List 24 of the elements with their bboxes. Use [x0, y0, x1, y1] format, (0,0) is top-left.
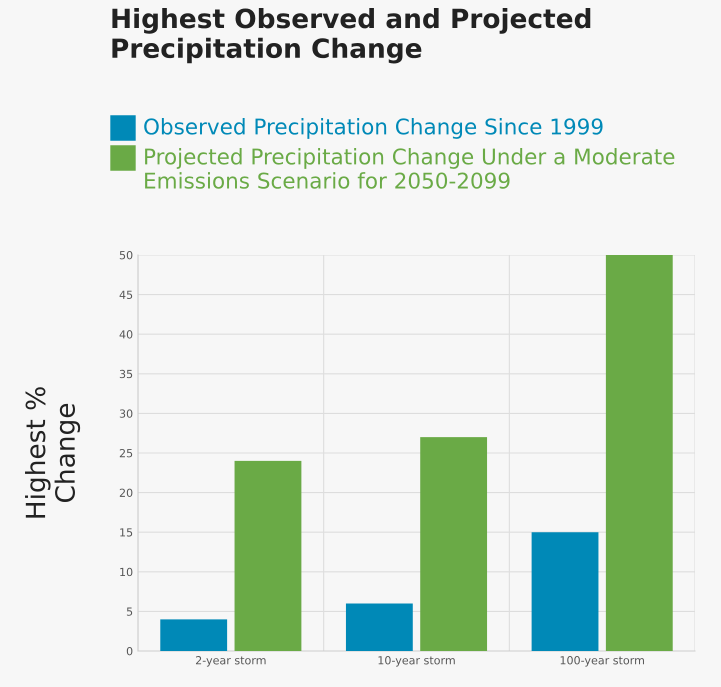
bar — [420, 437, 488, 651]
y-tick-label: 5 — [126, 608, 132, 616]
bar — [606, 255, 673, 651]
bar — [346, 603, 413, 651]
y-tick-label: 30 — [120, 409, 132, 418]
x-tick-label: 100-year storm — [560, 656, 644, 667]
chart-title: Highest Observed and Projected Precipitation Change — [112, 8, 590, 64]
legend-label: Projected Precipitation Change Under a Moderate Emissions Scenario for 2050-2099 — [145, 148, 674, 189]
y-tick-label: 40 — [120, 330, 132, 339]
x-tick-label: 2-year storm — [196, 656, 266, 667]
bar — [532, 532, 598, 651]
y-tick-label: 25 — [120, 448, 132, 458]
y-tick-label: 0 — [126, 646, 132, 656]
y-tick-label: 45 — [120, 290, 132, 299]
y-tick-label: 10 — [120, 568, 132, 576]
bar — [160, 619, 228, 651]
y-axis-title: Highest % Change — [25, 387, 80, 518]
legend-label: Observed Precipitation Change Since 1999 — [144, 118, 603, 139]
bar — [234, 460, 302, 651]
y-tick-label: 15 — [120, 528, 132, 537]
y-tick-label: 20 — [120, 488, 132, 497]
y-tick-label: 50 — [120, 250, 132, 260]
x-tick-label: 10-year storm — [378, 656, 455, 667]
y-tick-label: 35 — [120, 370, 132, 378]
